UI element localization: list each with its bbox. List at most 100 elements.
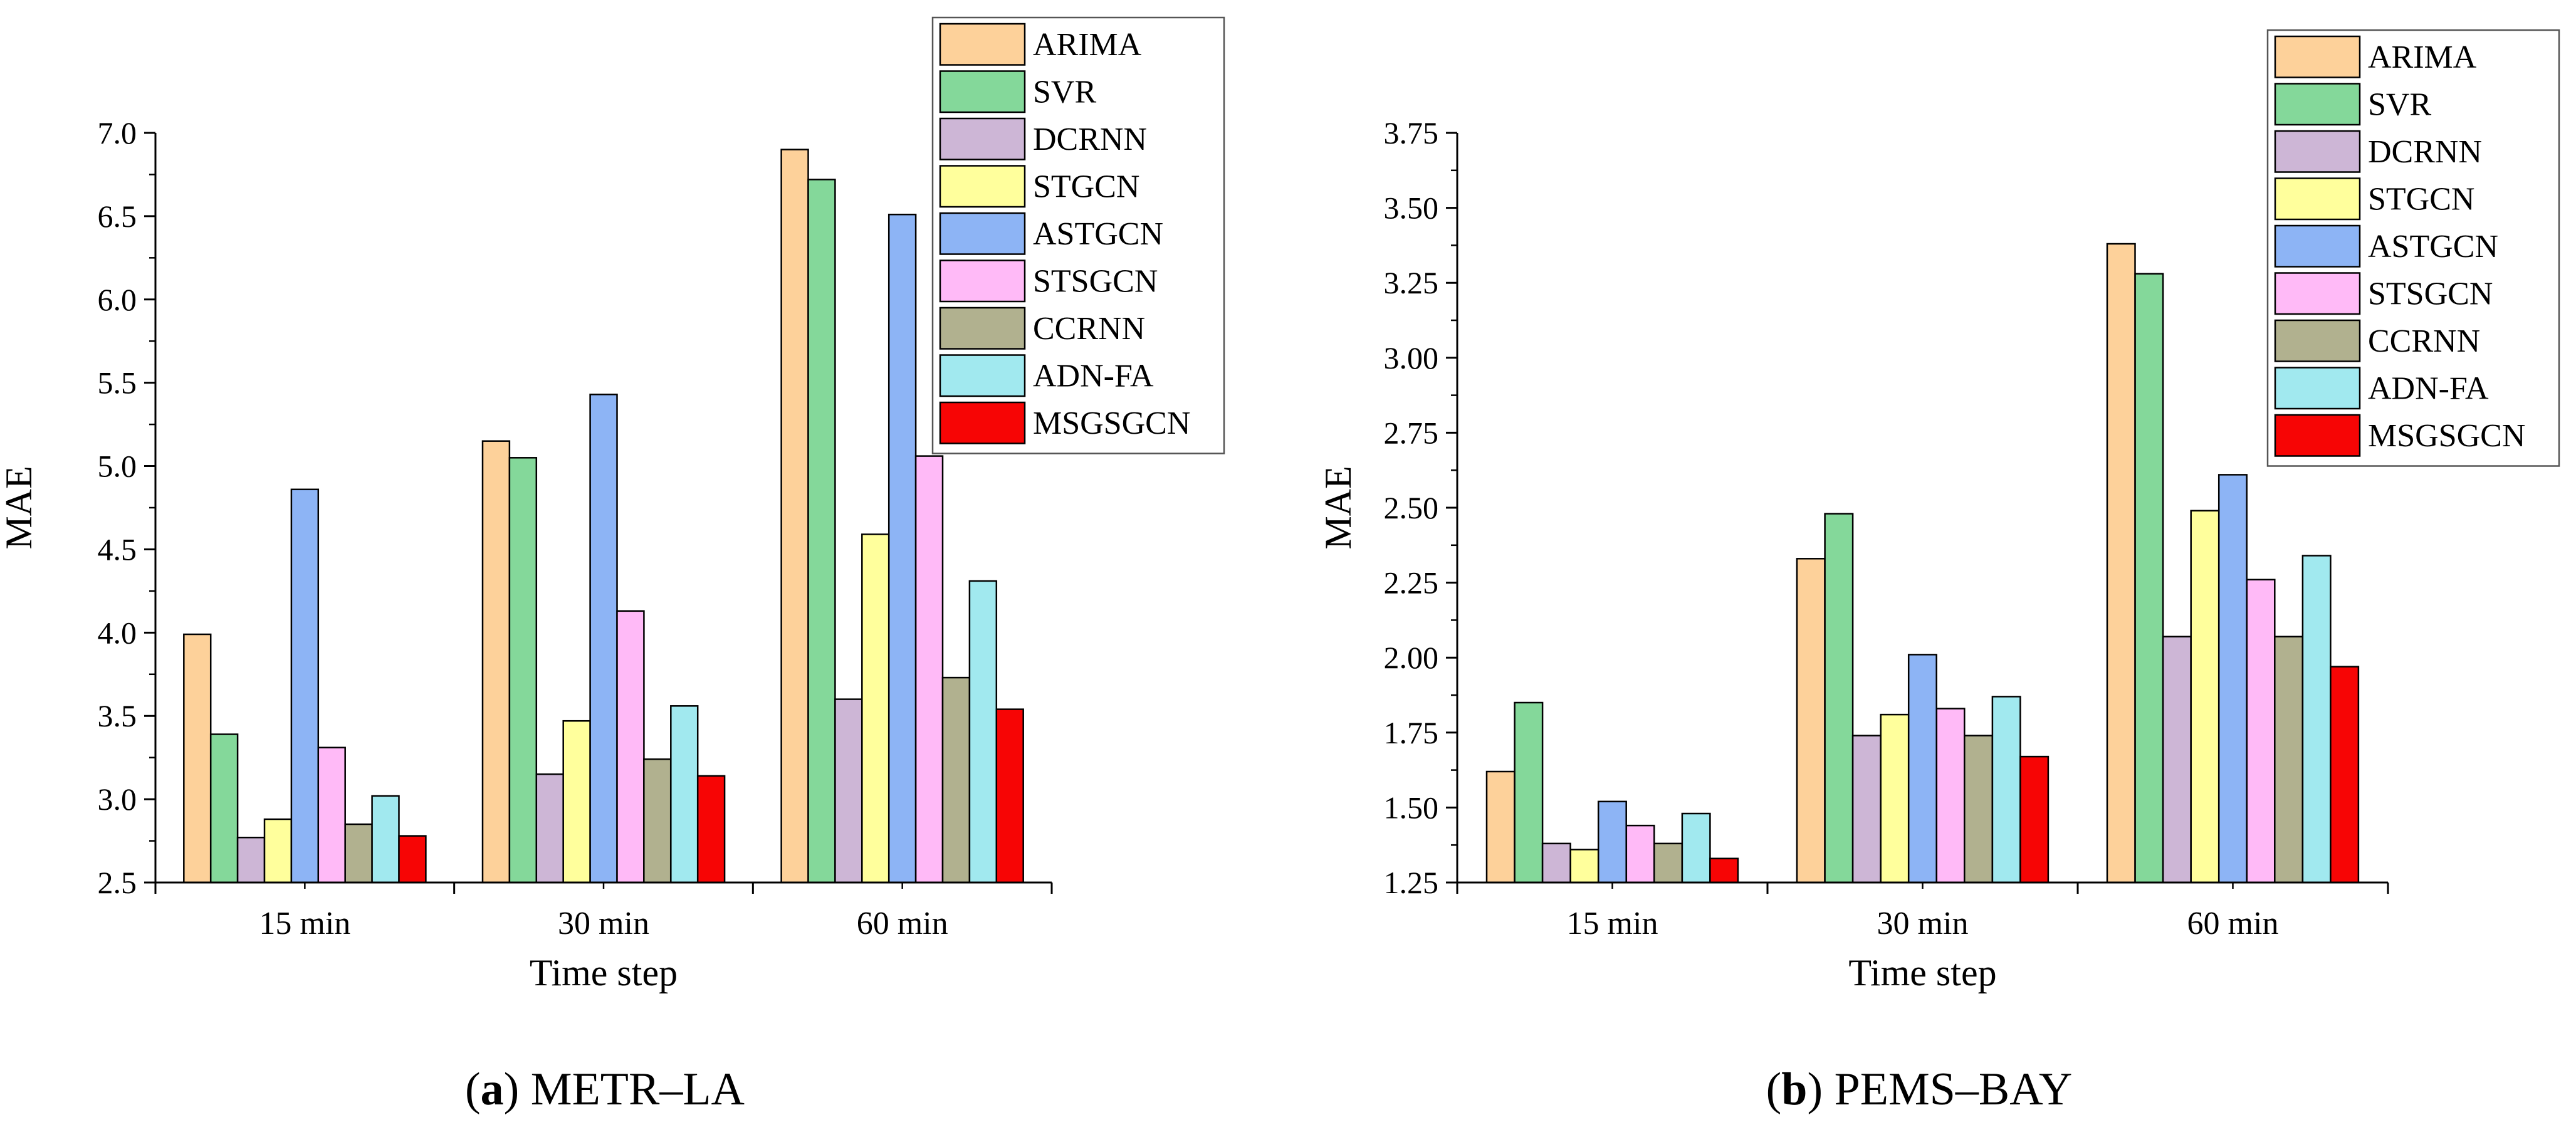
- pa-legend-label-msgsgcn: MSGSGCN: [1033, 406, 1190, 441]
- pb-bar-dcrnn-0: [1541, 842, 1571, 884]
- pa-y-tick-label: 3.0: [98, 782, 137, 817]
- pa-bar-stgcn-0: [263, 818, 293, 884]
- pb-bar-arima-0: [1485, 770, 1516, 884]
- pa-legend-swatch-ccrnn: [939, 306, 1026, 350]
- pa-legend-swatch-msgsgcn: [939, 401, 1026, 444]
- pa-y-axis-title: MAE: [0, 466, 39, 549]
- pa-y-tick-label: 4.0: [98, 615, 137, 650]
- pb-legend-label-dcrnn: DCRNN: [2368, 134, 2482, 170]
- pb-bar-stgcn-0: [1569, 849, 1600, 884]
- pa-bar-stsgcn-1: [616, 610, 645, 884]
- pb-legend-swatch-msgsgcn: [2274, 414, 2361, 457]
- pb-y-tick-label: 2.25: [1384, 565, 1439, 600]
- pa-bar-ccrnn-0: [344, 823, 373, 884]
- pa-legend-label-svr: SVR: [1033, 74, 1096, 110]
- pb-y-axis-title: MAE: [1317, 466, 1359, 549]
- pb-y-tick-label: 3.00: [1384, 340, 1439, 375]
- pb-legend-swatch-ccrnn: [2274, 319, 2361, 362]
- pb-y-tick-label: 2.00: [1384, 640, 1439, 675]
- pa-legend-swatch-stgcn: [939, 165, 1026, 208]
- pa-bar-dcrnn-1: [535, 773, 564, 884]
- pb-legend: ARIMA SVR DCRNN STGCN ASTGCN STSGCN CCRNN ADN-F…: [2266, 29, 2560, 467]
- pb-y-tick-label: 2.75: [1384, 415, 1439, 450]
- pb-legend-label-ccrnn: CCRNN: [2368, 323, 2480, 359]
- pb-bar-arima-1: [1796, 558, 1826, 884]
- pb-bar-msgsgcn-1: [2019, 755, 2050, 884]
- pa-bar-dcrnn-2: [834, 698, 863, 884]
- pa-legend-label-dcrnn: DCRNN: [1033, 122, 1147, 157]
- pa-bar-dcrnn-0: [236, 836, 266, 884]
- pa-legend-label-arima: ARIMA: [1033, 27, 1142, 63]
- pa-bar-adn-fa-0: [371, 795, 400, 884]
- pa-legend-swatch-arima: [939, 23, 1026, 66]
- pa-legend-label-ccrnn: CCRNN: [1033, 311, 1145, 347]
- panel-a-metr-la: 2.5 3.0 3.5 4.0 4.5 5.0 5.5 6.0 6.5 7.0 15 min 30 m…: [0, 16, 1225, 1115]
- pa-bar-msgsgcn-1: [696, 775, 726, 884]
- pb-legend-label-adn-fa: ADN-FA: [2368, 370, 2489, 406]
- pa-bar-stsgcn-2: [914, 455, 944, 884]
- pa-legend-swatch-dcrnn: [939, 117, 1026, 160]
- pa-y-tick-label: 3.5: [98, 698, 137, 733]
- pa-bar-msgsgcn-2: [995, 708, 1024, 884]
- pb-y-tick-label: 1.50: [1384, 790, 1439, 825]
- pa-bar-svr-0: [209, 733, 239, 884]
- pb-legend-swatch-astgcn: [2274, 224, 2361, 268]
- pa-bar-svr-2: [807, 179, 836, 884]
- pb-legend-swatch-adn-fa: [2274, 367, 2361, 410]
- pb-bar-ccrnn-2: [2274, 636, 2304, 884]
- pb-y-tick-label: 1.25: [1384, 865, 1439, 900]
- pb-bar-stsgcn-1: [1935, 708, 1966, 884]
- pa-bar-stgcn-1: [562, 720, 591, 884]
- pa-y-tick-label: 2.5: [98, 865, 137, 900]
- pb-bar-svr-1: [1824, 513, 1854, 884]
- pa-y-tick-label: 6.0: [98, 282, 137, 317]
- pa-bar-astgcn-2: [887, 213, 917, 884]
- pa-bar-msgsgcn-0: [398, 835, 427, 884]
- pa-legend-swatch-adn-fa: [939, 354, 1026, 397]
- pb-y-tick-label: 1.75: [1384, 715, 1439, 750]
- pb-bar-stsgcn-2: [2246, 579, 2276, 884]
- pb-legend-swatch-arima: [2274, 35, 2361, 78]
- pb-legend-swatch-dcrnn: [2274, 130, 2361, 173]
- pa-y-tick-label: 5.5: [98, 365, 137, 401]
- pa-y-tick-label: 4.5: [98, 532, 137, 567]
- pa-bar-astgcn-1: [589, 394, 618, 884]
- pb-bar-stgcn-1: [1880, 713, 1910, 884]
- pa-bar-stsgcn-0: [317, 746, 346, 884]
- pb-legend-label-astgcn: ASTGCN: [2368, 229, 2498, 265]
- pa-x-category-label: 15 min: [259, 906, 350, 941]
- pb-bar-arima-2: [2106, 243, 2136, 884]
- panel-b-pems-bay: 1.25 1.50 1.75 2.00 2.25 2.50 2.75 3.00 3.25 3.50…: [1317, 29, 2560, 1115]
- pa-bar-svr-1: [508, 457, 538, 884]
- pb-bar-adn-fa-1: [1991, 696, 2021, 884]
- pb-bar-astgcn-0: [1597, 800, 1627, 884]
- pb-panel-caption: (b) PEMS–BAY: [1766, 1064, 2073, 1115]
- pb-legend-label-svr: SVR: [2368, 86, 2431, 122]
- pb-bar-adn-fa-2: [2301, 555, 2332, 884]
- pa-panel-caption: (a) METR–LA: [465, 1064, 745, 1115]
- pb-bar-astgcn-2: [2217, 474, 2248, 884]
- pb-y-tick-label: 3.25: [1384, 265, 1439, 300]
- pa-y-tick-label: 5.0: [98, 449, 137, 484]
- pb-legend-swatch-stgcn: [2274, 177, 2361, 221]
- pb-legend-swatch-stsgcn: [2274, 272, 2361, 315]
- pa-y-tick-label: 7.0: [98, 115, 137, 150]
- pa-legend-label-stgcn: STGCN: [1033, 169, 1139, 204]
- pb-bar-ccrnn-1: [1964, 735, 1994, 884]
- pb-y-tick-label: 3.50: [1384, 191, 1439, 226]
- pb-bar-svr-2: [2134, 273, 2164, 884]
- pb-x-axis-title: Time step: [1848, 952, 1996, 993]
- pa-bar-stgcn-2: [861, 533, 890, 884]
- pa-bar-arima-0: [183, 633, 212, 884]
- pa-bar-arima-2: [780, 149, 809, 884]
- pb-y-tick-label: 3.75: [1384, 115, 1439, 150]
- pa-legend-label-astgcn: ASTGCN: [1033, 216, 1163, 252]
- pa-legend-swatch-svr: [939, 70, 1026, 113]
- pa-bar-arima-1: [481, 440, 511, 884]
- pb-x-category-label: 15 min: [1567, 906, 1658, 941]
- pb-legend-label-arima: ARIMA: [2368, 39, 2477, 75]
- pa-legend-swatch-stsgcn: [939, 259, 1026, 303]
- pa-bar-adn-fa-1: [670, 705, 699, 884]
- pa-legend-swatch-astgcn: [939, 212, 1026, 255]
